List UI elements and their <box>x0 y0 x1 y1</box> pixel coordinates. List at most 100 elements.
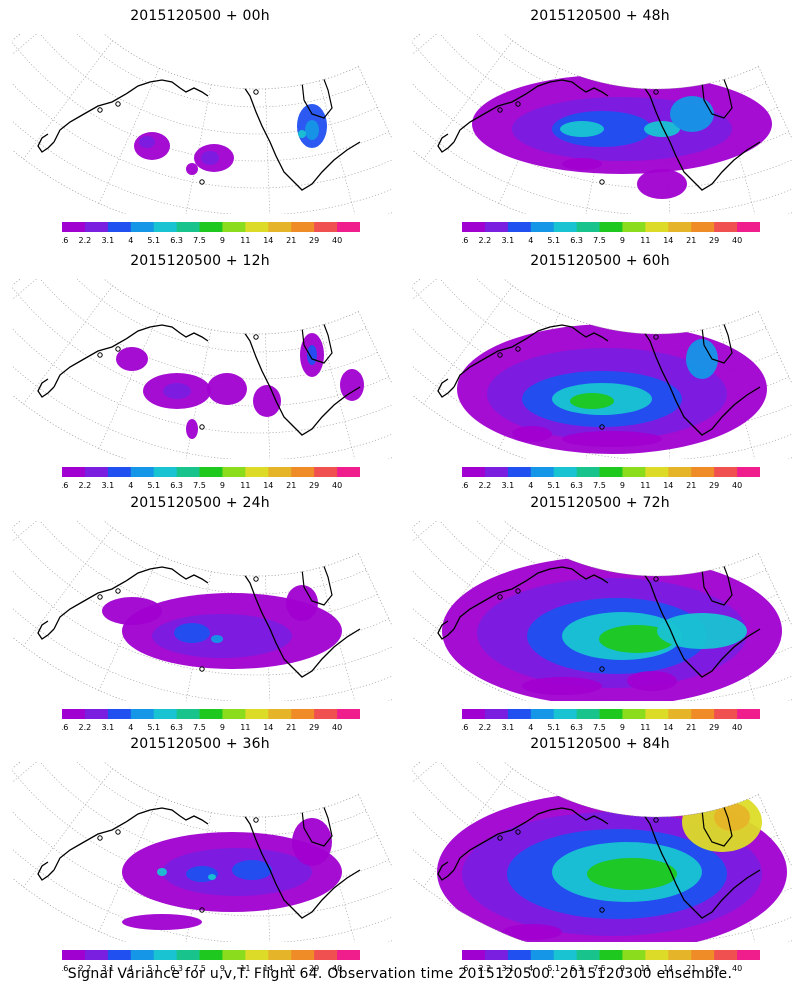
island <box>515 829 521 835</box>
latitude-line <box>12 285 389 407</box>
colorbar-label: 21 <box>686 964 696 973</box>
island <box>671 548 677 554</box>
island <box>515 101 521 107</box>
colorbar-swatch <box>645 467 669 477</box>
map <box>12 762 392 942</box>
coastline <box>437 378 455 398</box>
colorbar-label: 14 <box>263 481 273 490</box>
colorbar-swatch <box>107 467 132 477</box>
island <box>199 424 205 430</box>
colorbar-swatch <box>462 950 486 960</box>
colorbar-label: 6.3 <box>170 481 183 490</box>
variance-contour <box>637 169 687 199</box>
colorbar-swatch <box>737 950 760 960</box>
variance-contour <box>644 121 680 137</box>
colorbar-label: 40 <box>332 723 342 732</box>
colorbar-swatch <box>484 709 509 719</box>
colorbar-swatch <box>314 709 338 719</box>
colorbar-swatch <box>691 709 715 719</box>
colorbar-label: 3.1 <box>101 964 114 973</box>
longitude-line <box>23 527 113 647</box>
colorbar-label: 29 <box>709 236 719 245</box>
map <box>412 279 792 459</box>
variance-contour <box>201 151 219 165</box>
colorbar-label: 11 <box>640 236 650 245</box>
variance-contour <box>152 614 292 658</box>
colorbar-swatch <box>645 222 669 232</box>
colorbar-label: 14 <box>663 481 673 490</box>
colorbar-label: 40 <box>732 723 742 732</box>
colorbar-label: 6.3 <box>170 236 183 245</box>
island <box>515 346 521 352</box>
variance-contour <box>670 96 714 132</box>
panel-24h: 2015120500 + 24h 1.62.23.145.16.37.59111… <box>0 487 400 737</box>
colorbar-swatch <box>199 950 223 960</box>
colorbar-swatch <box>268 467 292 477</box>
panel-60h: 2015120500 + 60h 1.62.23.145.16.37.59111… <box>400 245 800 495</box>
colorbar-swatch <box>553 709 578 719</box>
colorbar-label: 11 <box>240 236 250 245</box>
colorbar-label: 21 <box>686 481 696 490</box>
island <box>285 562 291 568</box>
island <box>645 550 651 556</box>
panel-title: 2015120500 + 72h <box>530 495 670 511</box>
map-frame <box>12 34 392 214</box>
colorbar-label: 1.6 <box>62 236 68 245</box>
colorbar-swatch <box>462 467 486 477</box>
colorbar-swatch <box>737 222 760 232</box>
colorbar-swatch <box>268 709 292 719</box>
colorbar-label: 40 <box>332 481 342 490</box>
colorbar-swatch <box>599 709 623 719</box>
colorbar-label: 11 <box>640 481 650 490</box>
colorbar-label: 2.2 <box>79 481 92 490</box>
coastline <box>233 555 361 678</box>
island <box>659 71 665 77</box>
colorbar-label: 5.1 <box>147 481 160 490</box>
colorbar-swatch <box>222 950 246 960</box>
colorbar-label: 6.3 <box>570 723 583 732</box>
colorbar-label: 2.2 <box>479 236 492 245</box>
colorbar-swatch <box>484 950 509 960</box>
colorbar-label: 29 <box>309 481 319 490</box>
longitude-line <box>412 279 474 344</box>
latitude-line <box>12 544 392 676</box>
island <box>599 907 605 913</box>
colorbar-label: 2.2 <box>79 723 92 732</box>
colorbar-swatch <box>314 467 338 477</box>
colorbar-swatch <box>84 709 109 719</box>
island <box>259 799 265 805</box>
panel-title: 2015120500 + 00h <box>130 8 270 24</box>
coastline <box>633 796 761 919</box>
colorbar-label: 4 <box>528 723 533 732</box>
island <box>245 791 251 797</box>
colorbar-label: 3.1 <box>501 481 514 490</box>
colorbar-label: 3.1 <box>501 723 514 732</box>
island <box>671 61 677 67</box>
colorbar-swatch <box>576 709 600 719</box>
island <box>497 835 503 841</box>
variance-contour <box>570 393 614 409</box>
colorbar-swatch <box>668 467 692 477</box>
island <box>271 306 277 312</box>
colorbar-swatch <box>668 709 692 719</box>
panel-12h: 2015120500 + 12h 1.62.23.145.16.37.59111… <box>0 245 400 495</box>
colorbar-swatch <box>337 709 360 719</box>
panel-48h: 2015120500 + 48h 1.62.23.145.16.37.59111… <box>400 0 800 250</box>
colorbar-label: 6.3 <box>170 964 183 973</box>
colorbar-swatch <box>507 709 532 719</box>
colorbar: 1.6 2.2 3.1 4 5.1 6.3 7.5 9 11 14 21 29 40 <box>462 950 760 973</box>
longitude-line <box>318 325 358 459</box>
variance-contour <box>186 163 198 175</box>
colorbar-swatch <box>337 222 360 232</box>
colorbar-label: 9 <box>220 236 225 245</box>
island <box>253 89 259 95</box>
panel-title: 2015120500 + 36h <box>130 736 270 752</box>
variance-contour <box>627 671 677 691</box>
colorbar-label: 5.1 <box>547 723 560 732</box>
variance-contour <box>174 623 210 643</box>
coastline <box>633 68 761 191</box>
variance-contour <box>186 419 198 439</box>
panel-36h: 2015120500 + 36h 1.62.23.145.16.37.59111… <box>0 728 400 978</box>
latitude-line <box>12 57 392 189</box>
colorbar-swatch <box>337 950 360 960</box>
